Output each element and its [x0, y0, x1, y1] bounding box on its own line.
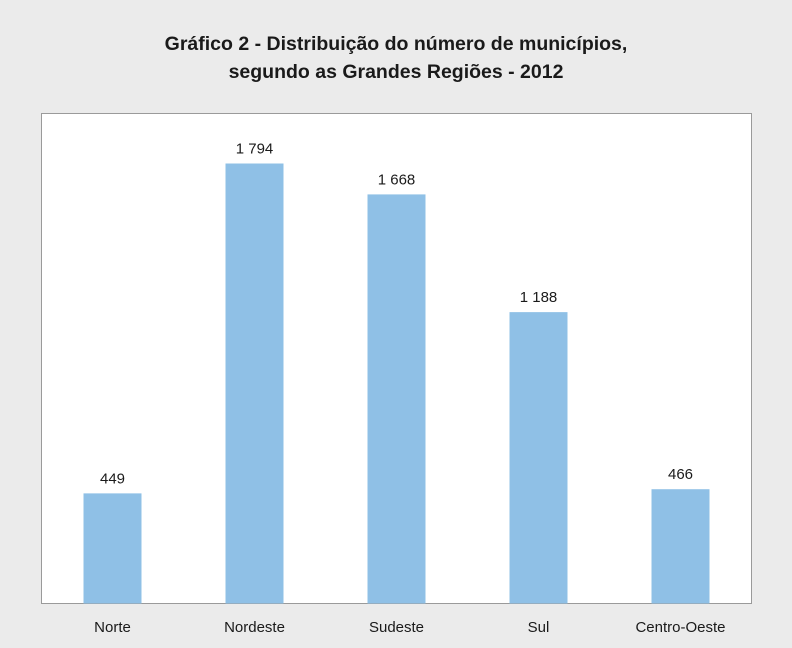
- chart-title: Gráfico 2 - Distribuição do número de mu…: [165, 33, 628, 55]
- bar: [509, 312, 568, 604]
- value-label: 1 188: [520, 289, 558, 306]
- x-tick-label: Sudeste: [369, 619, 424, 636]
- value-label: 1 668: [378, 171, 416, 188]
- bar: [651, 489, 710, 604]
- value-label: 449: [100, 470, 125, 487]
- x-tick-label: Centro-Oeste: [635, 619, 725, 636]
- bar: [83, 493, 142, 604]
- x-tick-label: Nordeste: [224, 619, 285, 636]
- bar: [225, 163, 284, 604]
- x-tick-label: Norte: [94, 619, 131, 636]
- value-label: 466: [668, 466, 693, 483]
- bar: [367, 194, 426, 604]
- value-label: 1 794: [236, 140, 274, 157]
- chart-title: segundo as Grandes Regiões - 2012: [229, 61, 564, 83]
- x-tick-label: Sul: [528, 619, 550, 636]
